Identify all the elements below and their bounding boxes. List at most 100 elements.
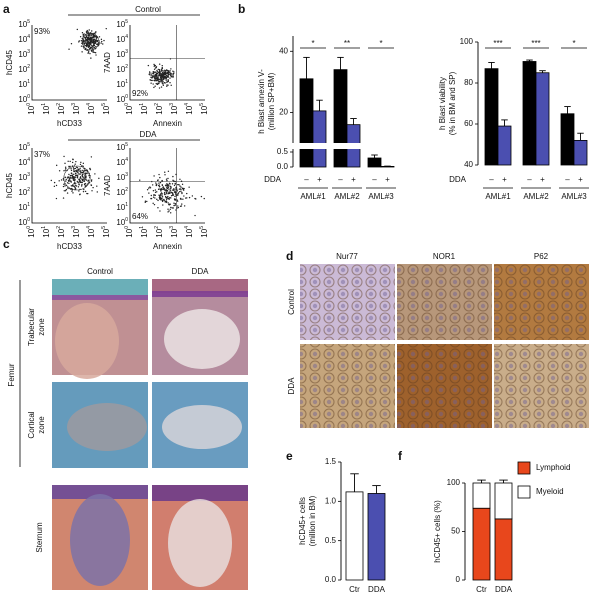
event-dot bbox=[83, 47, 85, 49]
tick-base: 10 bbox=[200, 228, 209, 237]
tick-exponent: 1 bbox=[27, 79, 30, 85]
event-dot bbox=[174, 202, 177, 205]
event-dot bbox=[81, 165, 83, 167]
tick-exponent: 5 bbox=[125, 142, 128, 148]
event-dot bbox=[159, 74, 161, 76]
tick-base: 10 bbox=[18, 218, 27, 227]
tissue-region bbox=[55, 303, 119, 379]
event-dot bbox=[68, 173, 70, 176]
event-dot bbox=[79, 35, 82, 38]
y-tick-label: 101 bbox=[18, 202, 30, 212]
event-dot bbox=[66, 177, 69, 179]
event-dot bbox=[165, 187, 168, 189]
tick-base: 10 bbox=[116, 188, 125, 197]
column-header: Nur77 bbox=[336, 252, 358, 261]
event-dot bbox=[163, 78, 165, 80]
tick-base: 10 bbox=[72, 105, 81, 114]
event-dot bbox=[74, 172, 77, 175]
row-label: zone bbox=[37, 318, 46, 336]
tick-base: 10 bbox=[57, 228, 66, 237]
event-dot bbox=[153, 79, 156, 82]
event-dot bbox=[95, 54, 97, 56]
error-bar bbox=[350, 118, 357, 125]
y-tick-label: 1.0 bbox=[325, 496, 337, 505]
percent-label: 92% bbox=[132, 89, 148, 98]
event-dot bbox=[100, 42, 102, 44]
tick-exponent: 2 bbox=[27, 187, 30, 193]
tick-base: 10 bbox=[140, 105, 149, 114]
event-dot bbox=[186, 192, 188, 195]
tick-base: 10 bbox=[18, 158, 27, 167]
event-dot bbox=[147, 64, 150, 67]
tick-base: 10 bbox=[185, 105, 194, 114]
tick-base: 10 bbox=[18, 35, 27, 44]
event-dot bbox=[65, 167, 67, 170]
event-dot bbox=[158, 82, 160, 85]
error-bar bbox=[372, 485, 381, 494]
x-tick-label: 105 bbox=[101, 226, 111, 238]
event-dot bbox=[60, 179, 63, 181]
x-axis-label: Annexin bbox=[153, 242, 182, 251]
error-bar bbox=[316, 99, 323, 111]
event-dot bbox=[75, 182, 77, 184]
tick-base: 10 bbox=[18, 95, 27, 104]
event-dot bbox=[158, 188, 160, 190]
event-dot bbox=[84, 44, 86, 47]
event-dot bbox=[172, 207, 174, 209]
tick-exponent: 0 bbox=[125, 94, 128, 100]
event-dot bbox=[72, 169, 75, 171]
tick-base: 10 bbox=[57, 105, 66, 114]
event-dot bbox=[165, 192, 168, 194]
tissue-region bbox=[164, 309, 240, 369]
event-dot bbox=[141, 196, 144, 198]
event-dot bbox=[160, 193, 162, 195]
x-tick-label: 102 bbox=[56, 226, 66, 238]
event-dot bbox=[161, 193, 164, 195]
event-dot bbox=[86, 192, 88, 195]
x-tick-label: AML#1 bbox=[300, 192, 326, 201]
event-dot bbox=[158, 69, 161, 72]
event-dot bbox=[146, 189, 149, 191]
tissue-region bbox=[67, 403, 147, 451]
condition-label: – bbox=[527, 175, 532, 184]
event-dot bbox=[58, 170, 61, 172]
event-dot bbox=[94, 35, 96, 37]
condition-label: – bbox=[489, 175, 494, 184]
event-dot bbox=[86, 40, 88, 42]
event-dot bbox=[85, 31, 88, 33]
event-dot bbox=[81, 175, 84, 178]
event-dot bbox=[90, 184, 93, 187]
x-tick-label: 103 bbox=[169, 103, 179, 115]
event-dot bbox=[167, 71, 169, 74]
event-dot bbox=[156, 183, 158, 185]
event-dot bbox=[171, 192, 174, 194]
event-dot bbox=[90, 180, 93, 182]
event-dot bbox=[152, 83, 154, 85]
event-dot bbox=[68, 182, 70, 185]
event-dot bbox=[155, 75, 158, 77]
y-tick-label: 104 bbox=[18, 157, 30, 167]
event-dot bbox=[70, 169, 73, 172]
tissue-region bbox=[152, 485, 248, 501]
event-dot bbox=[157, 80, 159, 82]
event-dot bbox=[156, 69, 158, 72]
tick-exponent: 4 bbox=[27, 34, 30, 40]
event-dot bbox=[66, 187, 69, 189]
event-dot bbox=[150, 82, 152, 84]
x-axis-label: hCD33 bbox=[57, 242, 82, 251]
row-label: Control bbox=[287, 289, 296, 315]
event-dot bbox=[91, 46, 93, 48]
event-dot bbox=[89, 45, 91, 47]
event-dot bbox=[69, 165, 71, 168]
event-dot bbox=[178, 191, 181, 193]
event-dot bbox=[90, 39, 93, 41]
column-header: Control bbox=[87, 267, 113, 276]
event-dot bbox=[79, 176, 82, 178]
tick-base: 10 bbox=[170, 228, 179, 237]
tick-base: 10 bbox=[116, 158, 125, 167]
y-tick-label: 100 bbox=[18, 94, 30, 104]
tick-base: 10 bbox=[87, 228, 96, 237]
event-dot bbox=[177, 205, 179, 207]
axis-break bbox=[289, 143, 400, 149]
event-dot bbox=[89, 37, 92, 39]
